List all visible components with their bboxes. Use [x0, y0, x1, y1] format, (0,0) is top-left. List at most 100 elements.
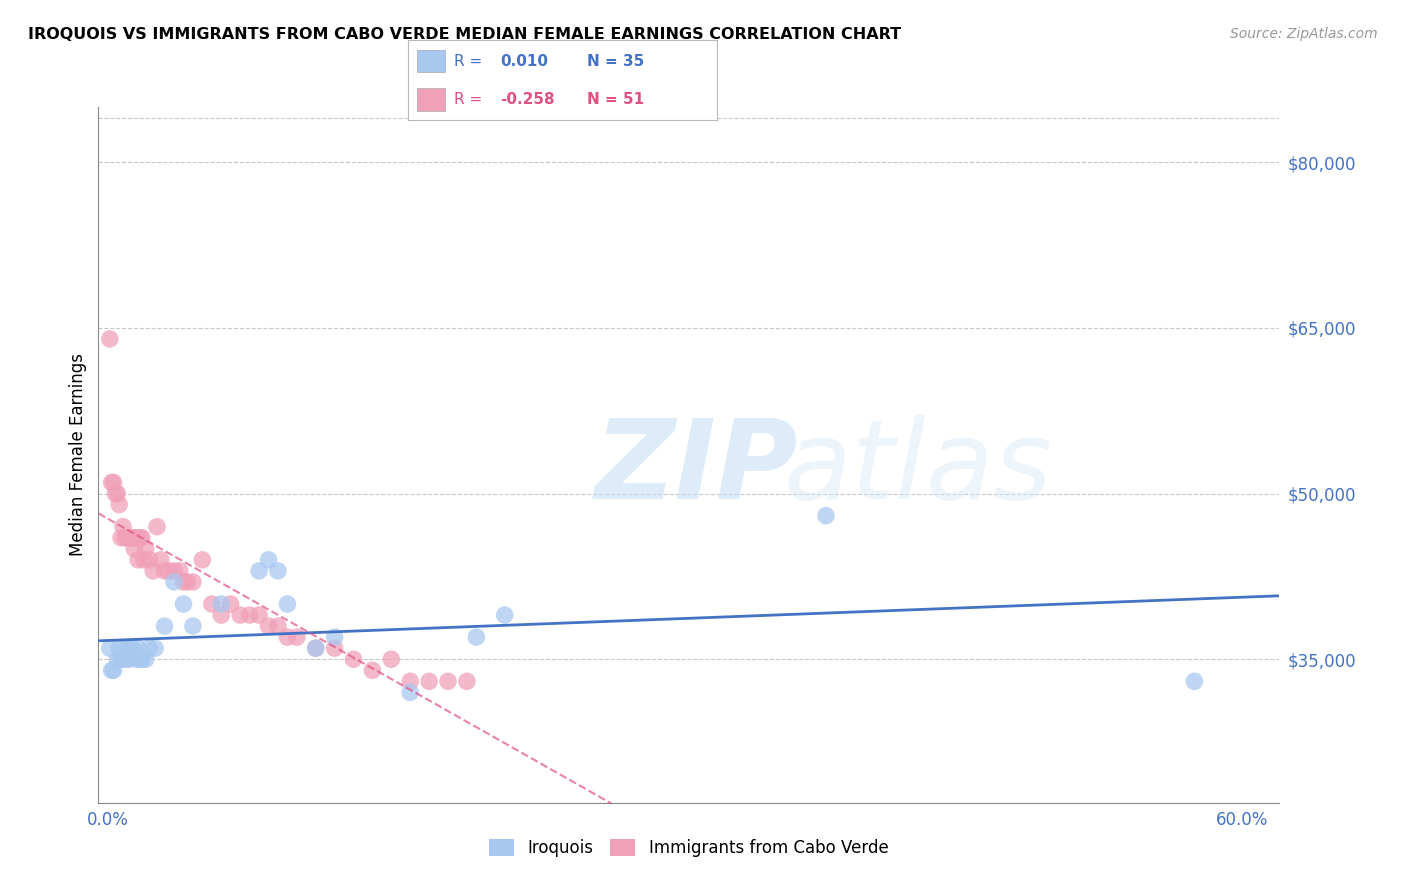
Point: [110, 531, 132, 545]
Point: [118, 531, 141, 545]
Point: [494, 608, 516, 623]
Point: [305, 641, 328, 656]
Point: [108, 641, 131, 656]
Bar: [418, 88, 444, 111]
Point: [135, 541, 157, 556]
Point: [129, 531, 152, 545]
Point: [153, 619, 176, 633]
Point: [247, 608, 270, 623]
Point: [142, 564, 165, 578]
Point: [1184, 674, 1206, 689]
Point: [276, 630, 298, 644]
Point: [169, 564, 191, 578]
Point: [342, 652, 364, 666]
Point: [257, 619, 280, 633]
Text: N = 51: N = 51: [588, 92, 644, 107]
Point: [121, 531, 143, 545]
Point: [121, 641, 143, 656]
Point: [143, 641, 166, 656]
Point: [181, 574, 204, 589]
Point: [191, 553, 214, 567]
Point: [108, 498, 131, 512]
Point: [115, 531, 138, 545]
Point: [111, 519, 134, 533]
Point: [229, 608, 252, 623]
Bar: [418, 50, 444, 72]
Point: [127, 641, 149, 656]
Point: [120, 641, 142, 656]
Point: [129, 652, 152, 666]
Point: [239, 608, 262, 623]
Text: IROQUOIS VS IMMIGRANTS FROM CABO VERDE MEDIAN FEMALE EARNINGS CORRELATION CHART: IROQUOIS VS IMMIGRANTS FROM CABO VERDE M…: [28, 27, 901, 42]
Point: [131, 652, 153, 666]
Text: R =: R =: [454, 54, 482, 69]
Point: [172, 574, 194, 589]
Point: [131, 531, 153, 545]
Point: [418, 674, 440, 689]
Point: [120, 531, 142, 545]
Point: [157, 564, 180, 578]
Point: [465, 630, 488, 644]
Point: [146, 519, 169, 533]
Point: [135, 652, 157, 666]
Point: [125, 531, 148, 545]
Point: [98, 332, 121, 346]
Point: [125, 652, 148, 666]
Text: ZIP: ZIP: [595, 416, 799, 523]
Point: [100, 475, 122, 490]
Point: [100, 663, 122, 677]
Point: [285, 630, 308, 644]
Point: [209, 608, 232, 623]
Point: [219, 597, 242, 611]
Point: [138, 553, 160, 567]
Point: [399, 685, 422, 699]
Y-axis label: Median Female Earnings: Median Female Earnings: [69, 353, 87, 557]
Point: [111, 652, 134, 666]
Point: [181, 619, 204, 633]
Point: [118, 652, 141, 666]
Point: [361, 663, 384, 677]
Point: [163, 564, 186, 578]
Text: 0.010: 0.010: [501, 54, 548, 69]
Point: [105, 652, 128, 666]
Point: [176, 574, 198, 589]
Text: Source: ZipAtlas.com: Source: ZipAtlas.com: [1230, 27, 1378, 41]
Point: [323, 630, 346, 644]
Point: [209, 597, 232, 611]
Text: R =: R =: [454, 92, 482, 107]
Point: [114, 531, 136, 545]
Point: [267, 564, 290, 578]
Point: [247, 564, 270, 578]
Point: [149, 553, 172, 567]
Point: [103, 475, 125, 490]
Point: [456, 674, 478, 689]
Point: [257, 553, 280, 567]
Point: [124, 541, 146, 556]
Point: [105, 486, 128, 500]
Point: [172, 597, 194, 611]
Text: N = 35: N = 35: [588, 54, 644, 69]
Point: [115, 652, 138, 666]
Point: [114, 641, 136, 656]
Point: [380, 652, 402, 666]
Point: [267, 619, 290, 633]
Point: [153, 564, 176, 578]
Point: [814, 508, 837, 523]
Legend: Iroquois, Immigrants from Cabo Verde: Iroquois, Immigrants from Cabo Verde: [482, 832, 896, 864]
Point: [201, 597, 224, 611]
Point: [437, 674, 460, 689]
Point: [138, 641, 160, 656]
Point: [399, 674, 422, 689]
Point: [127, 553, 149, 567]
Point: [305, 641, 328, 656]
Point: [132, 553, 155, 567]
Point: [98, 641, 121, 656]
Point: [103, 663, 125, 677]
Point: [104, 486, 127, 500]
Text: atlas: atlas: [783, 416, 1052, 523]
Point: [163, 574, 186, 589]
Point: [323, 641, 346, 656]
Text: -0.258: -0.258: [501, 92, 555, 107]
Point: [276, 597, 298, 611]
Point: [110, 652, 132, 666]
